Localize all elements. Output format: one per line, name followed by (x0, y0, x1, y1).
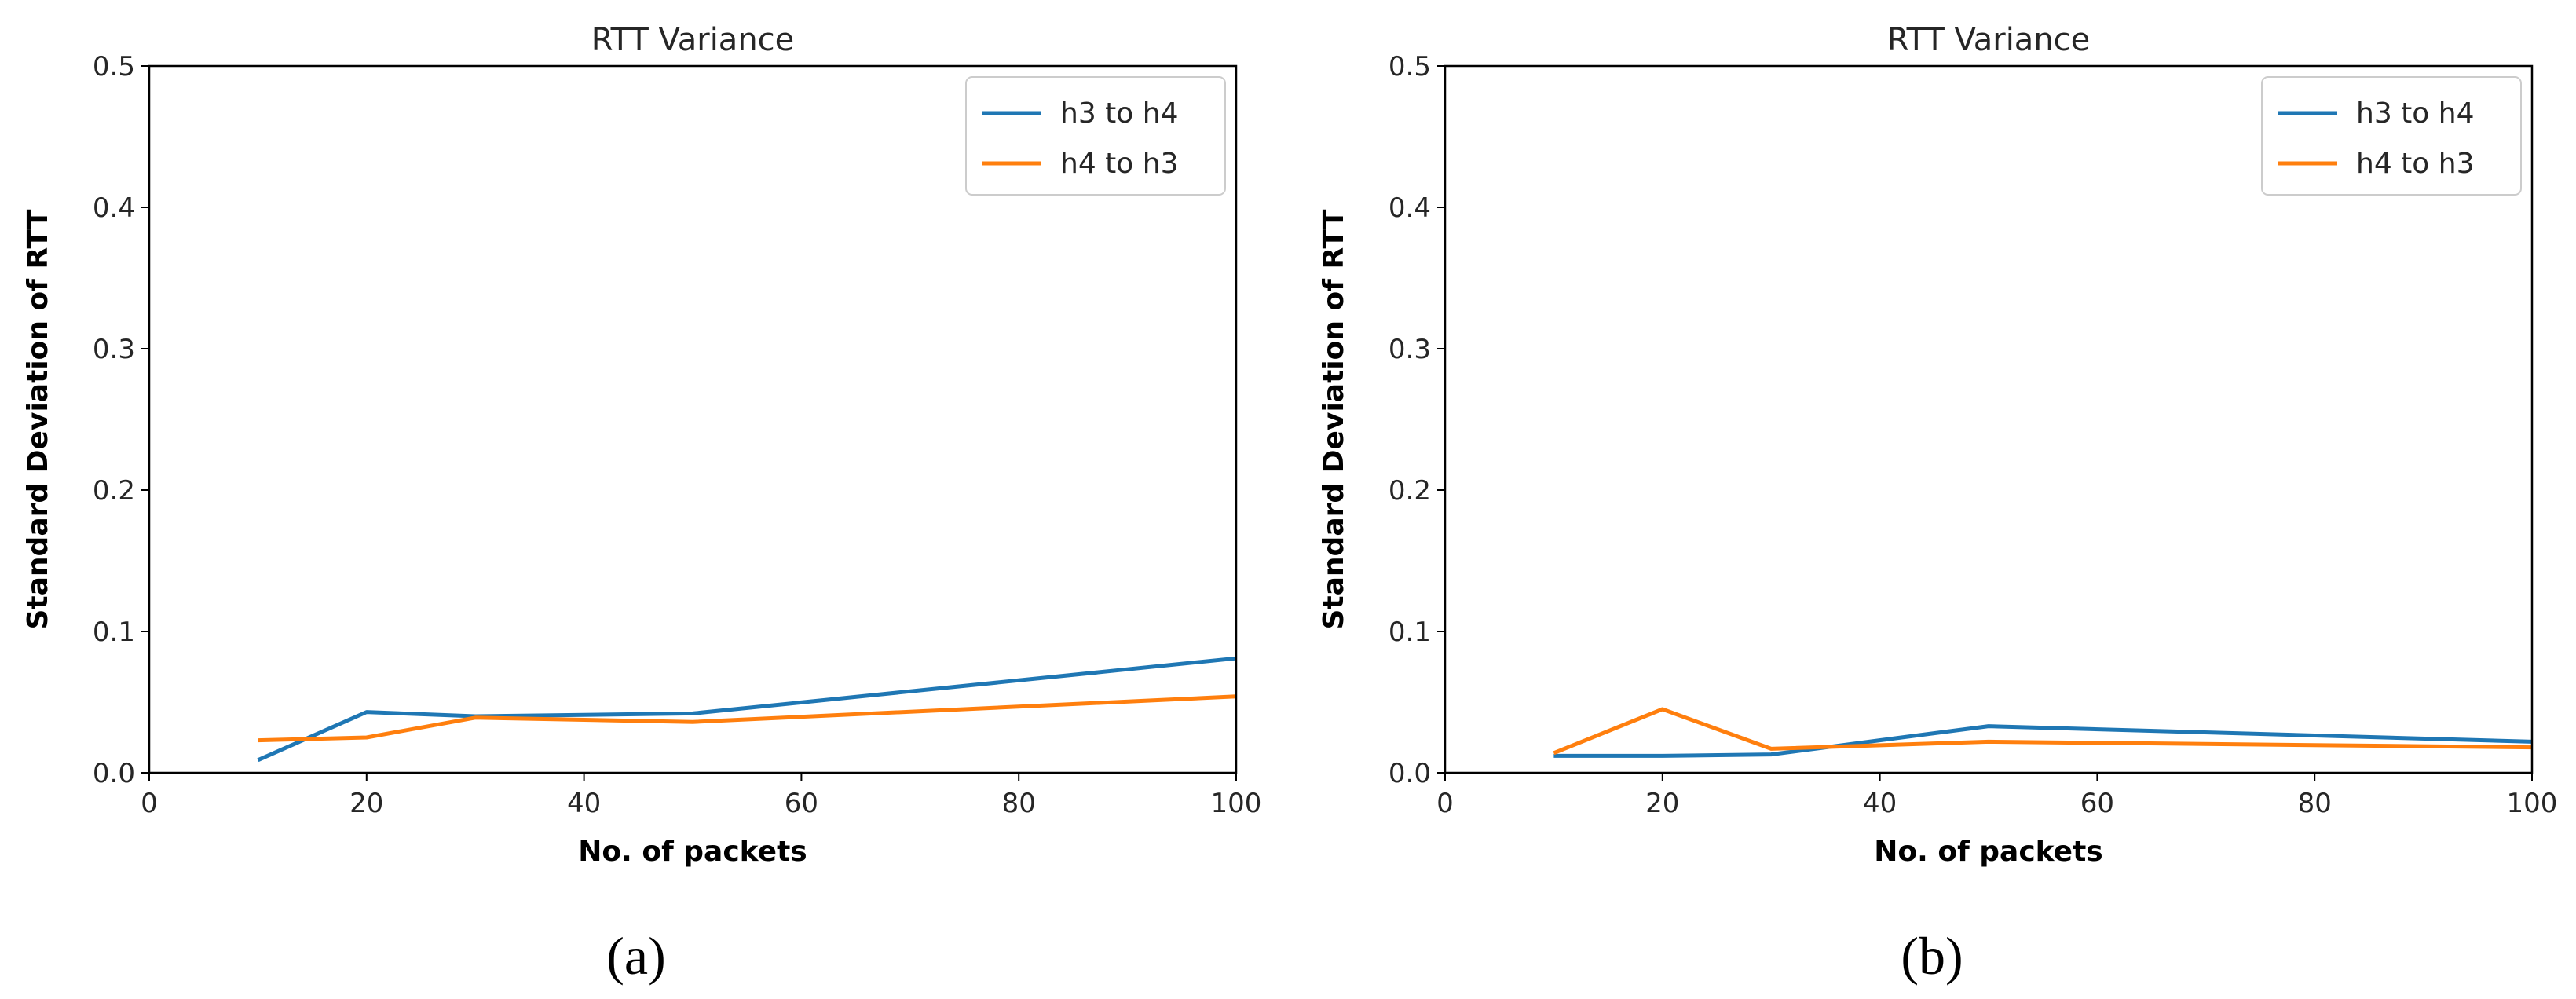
x-tick-label: 20 (1645, 788, 1679, 819)
chart-panel-1: RTT Variance 0.0 0.1 0.2 0.3 0.4 0.5 0 20 40 60 80 1… (1318, 22, 2557, 986)
x-tick-label: 100 (2507, 788, 2558, 819)
x-tick-label: 80 (1002, 788, 1036, 819)
x-tick-label: 60 (785, 788, 818, 819)
legend: h3 to h4 h4 to h3 (2261, 76, 2522, 196)
y-tick-label: 0.2 (93, 475, 135, 507)
series-line-h4-to-h3 (1553, 707, 2533, 756)
plot-frame (1444, 64, 2534, 774)
legend-label: h3 to h4 (2356, 97, 2474, 130)
series-line-h3-to-h4 (257, 656, 1237, 763)
x-tick-label: 40 (1863, 788, 1897, 819)
y-axis-label: Standard Deviation of RTT (22, 209, 54, 629)
y-tick-label: 0.1 (93, 617, 135, 648)
y-tick-label: 0.0 (93, 758, 135, 789)
y-tick-label: 0.5 (93, 51, 135, 82)
x-tick-label: 100 (1211, 788, 1262, 819)
x-tick-label: 40 (567, 788, 601, 819)
subfigure-caption: (a) (606, 926, 665, 986)
x-axis-label: No. of packets (578, 836, 807, 868)
y-tick-label: 0.4 (93, 192, 135, 224)
y-axis-label: Standard Deviation of RTT (1318, 209, 1350, 629)
y-tick-label: 0.3 (1389, 334, 1431, 365)
x-tick-label: 0 (141, 788, 158, 819)
x-tick-label: 20 (349, 788, 383, 819)
series-line-h4-to-h3 (258, 694, 1237, 743)
y-tick-label: 0.3 (93, 334, 135, 365)
y-tick-label: 0.4 (1389, 192, 1431, 224)
legend-label: h4 to h3 (1060, 148, 1178, 180)
x-axis-label: No. of packets (1874, 836, 2102, 868)
y-tick-label: 0.0 (1389, 758, 1431, 789)
legend-label: h3 to h4 (1060, 97, 1178, 130)
x-tick-label: 80 (2298, 788, 2332, 819)
x-tick-label: 0 (1436, 788, 1454, 819)
legend: h3 to h4 h4 to h3 (965, 76, 1226, 196)
chart-title: RTT Variance (591, 22, 795, 58)
y-tick-label: 0.1 (1389, 617, 1431, 648)
x-tick-label: 60 (2080, 788, 2114, 819)
chart-title: RTT Variance (1887, 22, 2091, 58)
chart-panel-0: RTT Variance 0.0 0.1 0.2 0.3 0.4 0.5 0 20 40 60 80 1… (22, 22, 1261, 986)
legend-label: h4 to h3 (2356, 148, 2474, 180)
y-tick-label: 0.2 (1389, 475, 1431, 507)
subfigure-caption: (b) (1901, 926, 1963, 986)
series-line-h3-to-h4 (1553, 724, 2533, 758)
plot-frame (148, 64, 1238, 774)
y-tick-label: 0.5 (1389, 51, 1431, 82)
